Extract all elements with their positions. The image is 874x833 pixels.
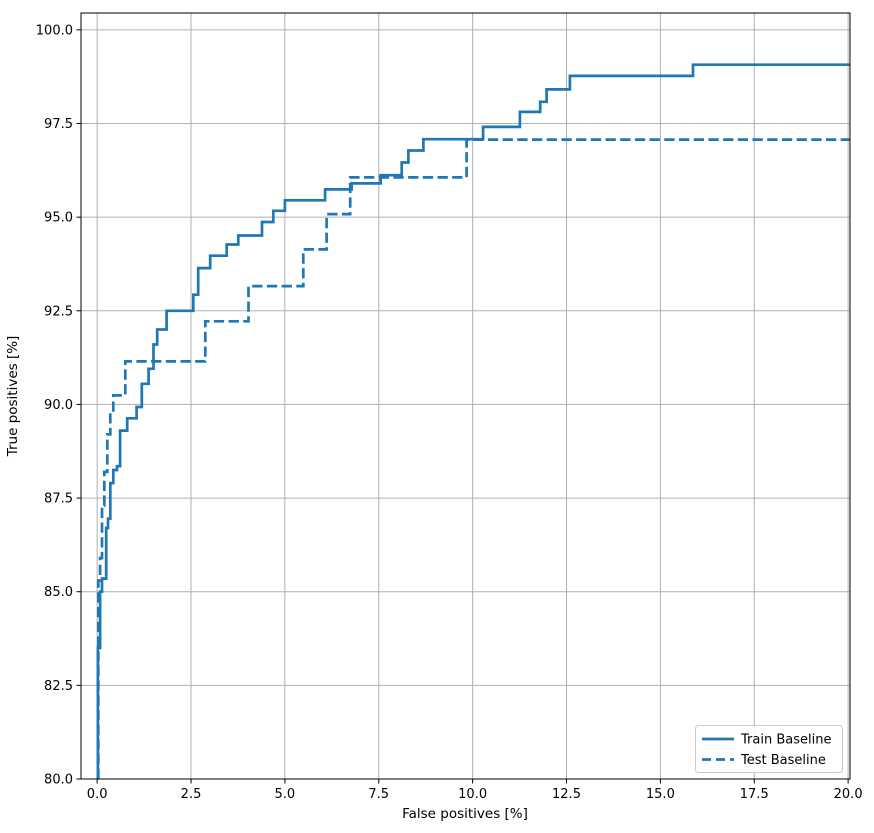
x-tick-label: 17.5 <box>740 787 769 802</box>
plot-spines <box>80 12 851 780</box>
y-tick-label: 95.0 <box>44 211 73 226</box>
legend: Train Baseline Test Baseline <box>695 725 843 773</box>
x-tick-label: 15.0 <box>646 787 675 802</box>
x-tick-label: 2.5 <box>181 787 202 802</box>
x-tick-label: 0.0 <box>87 787 108 802</box>
y-tick-label: 87.5 <box>44 492 73 507</box>
x-tick-label: 5.0 <box>275 787 296 802</box>
x-tick-label: 20.0 <box>834 787 863 802</box>
y-tick-label: 82.5 <box>44 679 73 694</box>
y-tick-label: 85.0 <box>44 585 73 600</box>
y-tick-label: 92.5 <box>44 304 73 319</box>
legend-label-test: Test Baseline <box>740 753 826 768</box>
x-tick-label: 10.0 <box>458 787 487 802</box>
plot-generated-layer: 0.0 2.5 5.0 7.5 10.0 12.5 15.0 17.5 20.0 80.0 82.5… <box>36 12 863 802</box>
y-tick-label: 97.5 <box>44 117 73 132</box>
y-tick-label: 100.0 <box>36 23 73 38</box>
x-tick-label: 7.5 <box>368 787 389 802</box>
x-tick-label: 12.5 <box>552 787 581 802</box>
y-tick-label: 90.0 <box>44 398 73 413</box>
y-tick-label: 80.0 <box>44 773 73 788</box>
y-axis-label: True positives [%] <box>5 336 21 458</box>
x-axis-label: False positives [%] <box>402 806 528 822</box>
legend-label-train: Train Baseline <box>740 733 831 748</box>
series-line-test-baseline <box>96 138 850 779</box>
series-line-train-baseline <box>96 63 850 779</box>
